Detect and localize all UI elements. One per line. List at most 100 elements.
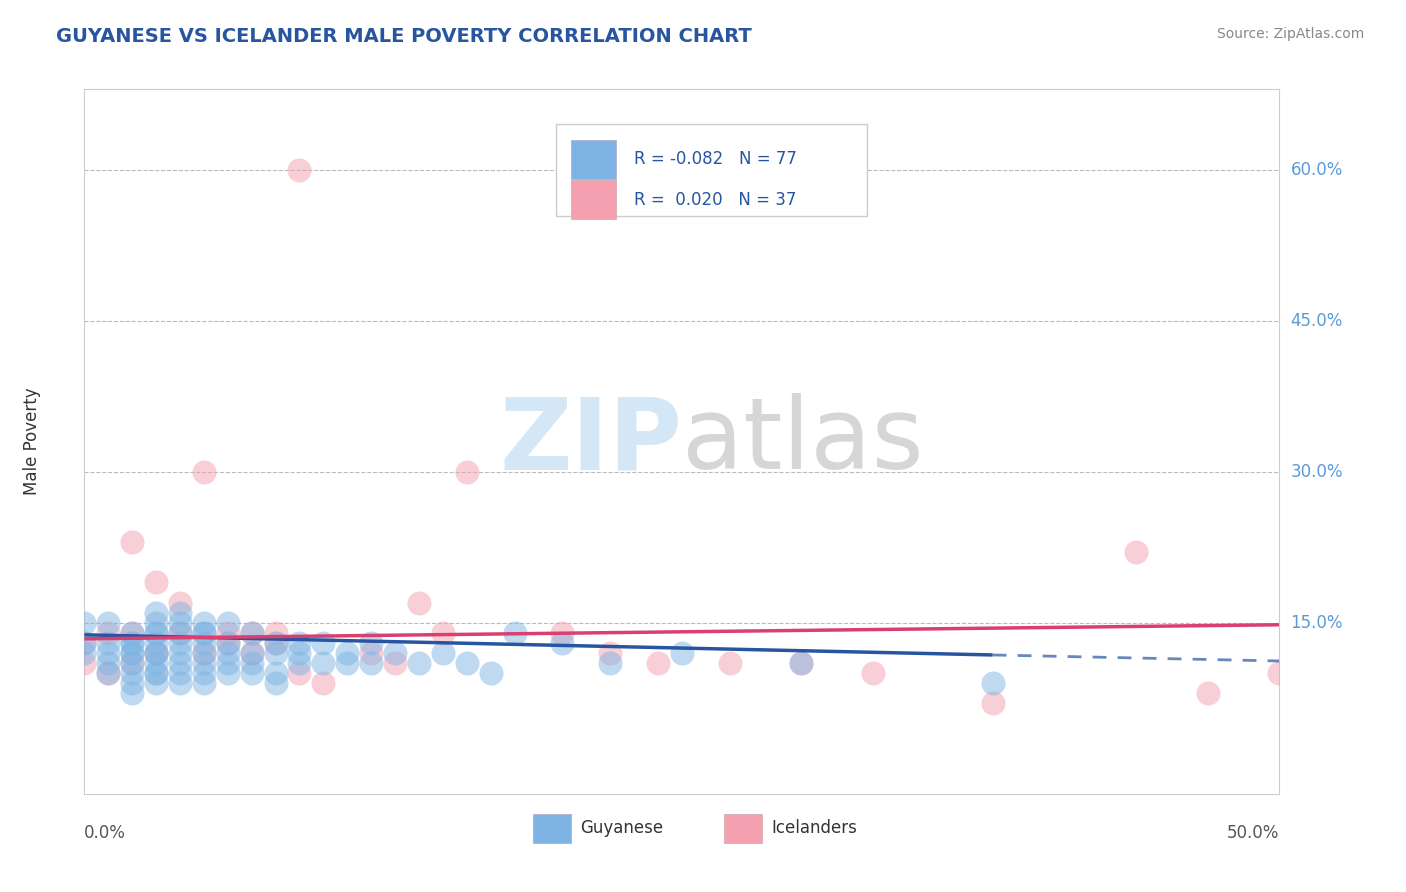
Point: [169, 676, 191, 690]
Text: ZIP: ZIP: [499, 393, 682, 490]
Point: [264, 636, 287, 650]
Point: [718, 656, 741, 670]
Point: [97, 656, 120, 670]
Point: [193, 465, 215, 479]
Point: [121, 676, 143, 690]
Point: [121, 636, 143, 650]
Point: [73, 636, 96, 650]
Point: [217, 615, 239, 630]
Point: [551, 636, 574, 650]
Point: [145, 636, 167, 650]
Point: [479, 666, 502, 681]
Point: [217, 625, 239, 640]
Point: [240, 666, 263, 681]
Point: [217, 636, 239, 650]
Point: [193, 656, 215, 670]
Point: [169, 606, 191, 620]
Point: [145, 646, 167, 660]
Point: [408, 656, 430, 670]
Text: 45.0%: 45.0%: [1291, 311, 1343, 330]
Point: [312, 676, 335, 690]
Point: [121, 625, 143, 640]
Point: [145, 615, 167, 630]
Text: Guyanese: Guyanese: [581, 820, 664, 838]
Point: [73, 646, 96, 660]
Point: [647, 656, 669, 670]
Point: [264, 625, 287, 640]
Point: [336, 656, 359, 670]
Text: 50.0%: 50.0%: [1227, 824, 1279, 842]
Point: [862, 666, 884, 681]
Point: [121, 535, 143, 549]
Point: [240, 625, 263, 640]
FancyBboxPatch shape: [557, 124, 868, 216]
Point: [599, 656, 621, 670]
Point: [97, 666, 120, 681]
Point: [145, 646, 167, 660]
Point: [97, 625, 120, 640]
Point: [121, 636, 143, 650]
Point: [456, 656, 478, 670]
Point: [121, 656, 143, 670]
Point: [97, 615, 120, 630]
Point: [240, 656, 263, 670]
Point: [384, 656, 406, 670]
Point: [312, 656, 335, 670]
Text: R =  0.020   N = 37: R = 0.020 N = 37: [634, 191, 796, 209]
Point: [288, 656, 311, 670]
Text: R = -0.082   N = 77: R = -0.082 N = 77: [634, 150, 797, 169]
Point: [145, 575, 167, 590]
Point: [360, 646, 382, 660]
Point: [73, 656, 96, 670]
Point: [599, 646, 621, 660]
Point: [240, 625, 263, 640]
Point: [432, 646, 454, 660]
Point: [1268, 666, 1291, 681]
Point: [981, 696, 1004, 710]
Point: [456, 465, 478, 479]
Point: [360, 656, 382, 670]
Point: [169, 596, 191, 610]
Point: [73, 636, 96, 650]
Point: [1125, 545, 1147, 559]
Point: [121, 656, 143, 670]
Point: [121, 625, 143, 640]
Point: [121, 686, 143, 700]
Point: [264, 666, 287, 681]
Point: [169, 636, 191, 650]
Point: [169, 625, 191, 640]
Bar: [533, 814, 571, 843]
Point: [193, 625, 215, 640]
Point: [671, 646, 693, 660]
Point: [145, 666, 167, 681]
Point: [97, 636, 120, 650]
Text: Source: ZipAtlas.com: Source: ZipAtlas.com: [1216, 27, 1364, 41]
Text: atlas: atlas: [682, 393, 924, 490]
Point: [288, 646, 311, 660]
Point: [240, 646, 263, 660]
Text: GUYANESE VS ICELANDER MALE POVERTY CORRELATION CHART: GUYANESE VS ICELANDER MALE POVERTY CORRE…: [56, 27, 752, 45]
Point: [288, 162, 311, 177]
Point: [503, 625, 526, 640]
Point: [312, 636, 335, 650]
Point: [169, 656, 191, 670]
Point: [121, 646, 143, 660]
Point: [145, 666, 167, 681]
Point: [169, 646, 191, 660]
Bar: [724, 814, 762, 843]
Point: [73, 615, 96, 630]
Point: [1197, 686, 1219, 700]
Point: [384, 646, 406, 660]
Point: [145, 625, 167, 640]
Point: [193, 666, 215, 681]
Point: [193, 646, 215, 660]
Point: [169, 625, 191, 640]
Point: [790, 656, 813, 670]
Point: [169, 666, 191, 681]
Point: [432, 625, 454, 640]
Point: [97, 666, 120, 681]
Point: [193, 636, 215, 650]
Point: [981, 676, 1004, 690]
Point: [193, 615, 215, 630]
Point: [264, 646, 287, 660]
